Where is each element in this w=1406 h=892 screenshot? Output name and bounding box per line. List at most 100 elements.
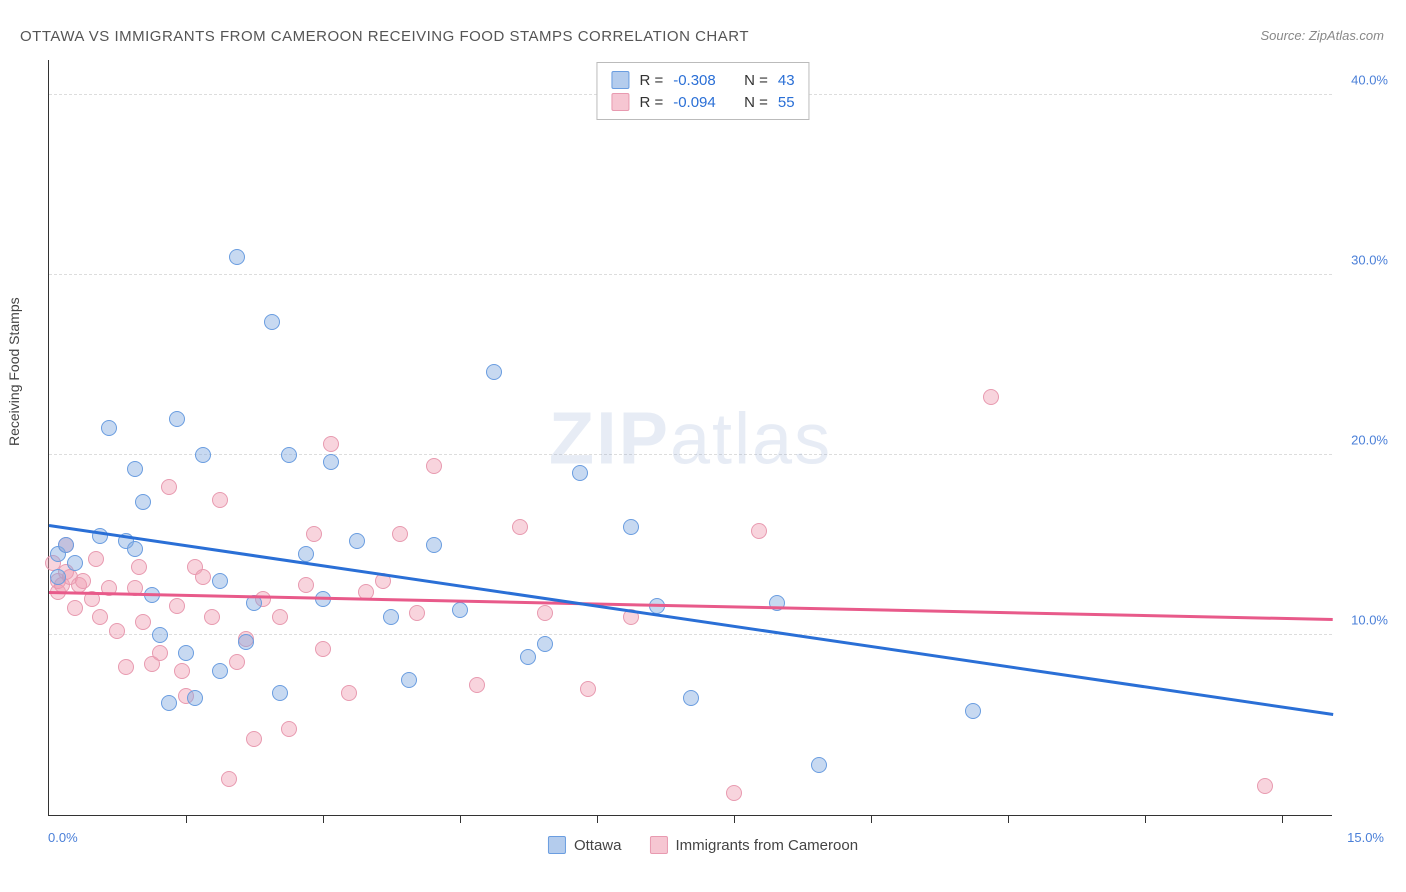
source-attribution: Source: ZipAtlas.com (1260, 28, 1384, 43)
data-point (520, 649, 536, 665)
data-point (401, 672, 417, 688)
data-point (537, 605, 553, 621)
source-name: ZipAtlas.com (1309, 28, 1384, 43)
data-point (67, 600, 83, 616)
data-point (169, 411, 185, 427)
legend-item-b: Immigrants from Cameroon (649, 836, 858, 854)
data-point (50, 569, 66, 585)
gridline (49, 454, 1332, 455)
data-point (127, 541, 143, 557)
y-tick-label: 10.0% (1351, 613, 1388, 628)
data-point (469, 677, 485, 693)
x-tick (460, 815, 461, 823)
data-point (349, 533, 365, 549)
x-tick (1145, 815, 1146, 823)
data-point (683, 690, 699, 706)
data-point (323, 454, 339, 470)
x-tick (323, 815, 324, 823)
legend-label-b: Immigrants from Cameroon (675, 837, 858, 854)
data-point (383, 609, 399, 625)
legend-item-a: Ottawa (548, 836, 622, 854)
data-point (409, 605, 425, 621)
data-point (187, 690, 203, 706)
y-tick-label: 20.0% (1351, 433, 1388, 448)
data-point (75, 573, 91, 589)
x-axis-min-label: 0.0% (48, 830, 78, 845)
data-point (178, 645, 194, 661)
data-point (486, 364, 502, 380)
stats-row-b: R = -0.094 N = 55 (611, 91, 794, 113)
data-point (580, 681, 596, 697)
data-point (426, 537, 442, 553)
r-label: R = (639, 72, 663, 89)
y-tick-label: 30.0% (1351, 253, 1388, 268)
trend-line (49, 524, 1333, 716)
watermark-bold: ZIP (549, 396, 670, 479)
swatch-a-icon (611, 71, 629, 89)
data-point (161, 695, 177, 711)
stats-box: R = -0.308 N = 43 R = -0.094 N = 55 (596, 62, 809, 120)
x-tick (1008, 815, 1009, 823)
x-tick (186, 815, 187, 823)
data-point (264, 314, 280, 330)
y-axis-label: Receiving Food Stamps (6, 297, 22, 446)
data-point (67, 555, 83, 571)
swatch-b-icon (649, 836, 667, 854)
data-point (246, 731, 262, 747)
data-point (152, 627, 168, 643)
data-point (726, 785, 742, 801)
data-point (169, 598, 185, 614)
data-point (811, 757, 827, 773)
swatch-a-icon (548, 836, 566, 854)
data-point (537, 636, 553, 652)
data-point (58, 537, 74, 553)
data-point (298, 546, 314, 562)
x-tick (1282, 815, 1283, 823)
stats-row-a: R = -0.308 N = 43 (611, 69, 794, 91)
x-tick (597, 815, 598, 823)
source-prefix: Source: (1260, 28, 1308, 43)
n-label: N = (744, 94, 768, 111)
n-value-a: 43 (778, 72, 795, 89)
data-point (751, 523, 767, 539)
data-point (623, 519, 639, 535)
data-point (195, 447, 211, 463)
r-value-b: -0.094 (673, 94, 716, 111)
data-point (127, 461, 143, 477)
data-point (174, 663, 190, 679)
data-point (392, 526, 408, 542)
watermark: ZIPatlas (549, 395, 832, 480)
data-point (131, 559, 147, 575)
watermark-rest: atlas (670, 399, 832, 479)
data-point (161, 479, 177, 495)
trend-line (49, 591, 1333, 621)
legend-label-a: Ottawa (574, 837, 622, 854)
data-point (298, 577, 314, 593)
data-point (101, 420, 117, 436)
chart-title: OTTAWA VS IMMIGRANTS FROM CAMEROON RECEI… (20, 28, 749, 45)
plot-area: ZIPatlas 10.0%20.0%30.0%40.0% (48, 60, 1332, 816)
data-point (195, 569, 211, 585)
legend: Ottawa Immigrants from Cameroon (548, 836, 858, 854)
r-value-a: -0.308 (673, 72, 716, 89)
x-tick (871, 815, 872, 823)
gridline (49, 274, 1332, 275)
data-point (135, 494, 151, 510)
data-point (229, 249, 245, 265)
y-tick-label: 40.0% (1351, 73, 1388, 88)
data-point (229, 654, 245, 670)
data-point (212, 663, 228, 679)
r-label: R = (639, 94, 663, 111)
data-point (88, 551, 104, 567)
data-point (212, 492, 228, 508)
data-point (426, 458, 442, 474)
data-point (109, 623, 125, 639)
data-point (272, 685, 288, 701)
data-point (512, 519, 528, 535)
data-point (572, 465, 588, 481)
data-point (92, 609, 108, 625)
data-point (1257, 778, 1273, 794)
x-axis-max-label: 15.0% (1347, 830, 1384, 845)
data-point (452, 602, 468, 618)
data-point (204, 609, 220, 625)
